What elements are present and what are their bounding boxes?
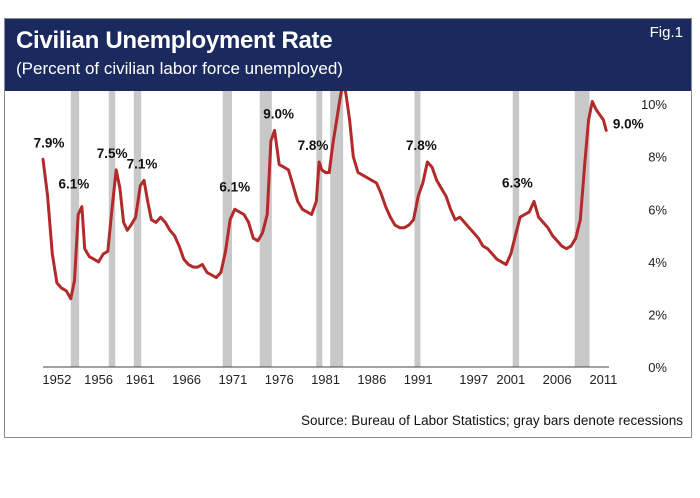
data-label: 6.1% (219, 179, 250, 194)
y-tick-label: 2% (648, 307, 667, 322)
data-label: 9.0% (613, 116, 644, 131)
y-tick-label: 8% (648, 150, 667, 165)
recession-bar-3 (133, 91, 142, 367)
x-tick-label: 1966 (172, 372, 201, 387)
x-tick-label: 1961 (126, 372, 155, 387)
x-tick-label: 1986 (357, 372, 386, 387)
figure-label: Fig.1 (649, 24, 683, 41)
chart-subtitle: (Percent of civilian labor force unemplo… (16, 59, 343, 78)
y-tick-label: 6% (648, 202, 667, 217)
data-label: 10.1% (573, 91, 611, 93)
x-tick-label: 1997 (459, 372, 488, 387)
data-label: 6.1% (59, 177, 90, 192)
data-label: 7.5% (97, 146, 128, 161)
recession-bar-5 (259, 91, 272, 367)
chart-title: Civilian Unemployment Rate (16, 27, 333, 54)
x-tick-label: 1952 (42, 372, 71, 387)
recession-bar-1 (70, 91, 80, 367)
y-tick-label: 4% (648, 255, 667, 270)
x-tick-label: 1991 (404, 372, 433, 387)
chart-header: Civilian Unemployment Rate (Percent of c… (5, 19, 691, 91)
data-label: 7.8% (298, 138, 329, 153)
y-tick-label: 10% (641, 97, 667, 112)
data-label: 6.3% (502, 175, 533, 190)
source-note: Source: Bureau of Labor Statistics; gray… (301, 413, 683, 428)
unemployment-rate-series (41, 91, 608, 301)
recession-bar-7 (330, 91, 344, 367)
data-label: 7.1% (127, 156, 158, 171)
x-tick-label: 1981 (311, 372, 340, 387)
recession-bar-6 (316, 91, 323, 367)
data-label: 9.0% (263, 106, 294, 121)
unemployment-line-chart: 1952 1956 1961 1966 1971 1976 1981 1986 1991 1997… (34, 91, 667, 387)
chart-panel: Civilian Unemployment Rate (Percent of c… (4, 18, 692, 438)
x-tick-label: 1956 (84, 372, 113, 387)
x-tick-label: 1976 (265, 372, 294, 387)
x-tick-label: 2006 (543, 372, 572, 387)
recession-bar-2 (108, 91, 116, 367)
x-tick-label: 2011 (589, 372, 617, 387)
x-tick-label: 2001 (496, 372, 525, 387)
recession-bar-8 (414, 91, 421, 367)
data-label: 7.8% (406, 138, 437, 153)
y-tick-label: 0% (648, 360, 667, 375)
data-label: 7.9% (34, 135, 65, 150)
x-tick-label: 1971 (218, 372, 247, 387)
